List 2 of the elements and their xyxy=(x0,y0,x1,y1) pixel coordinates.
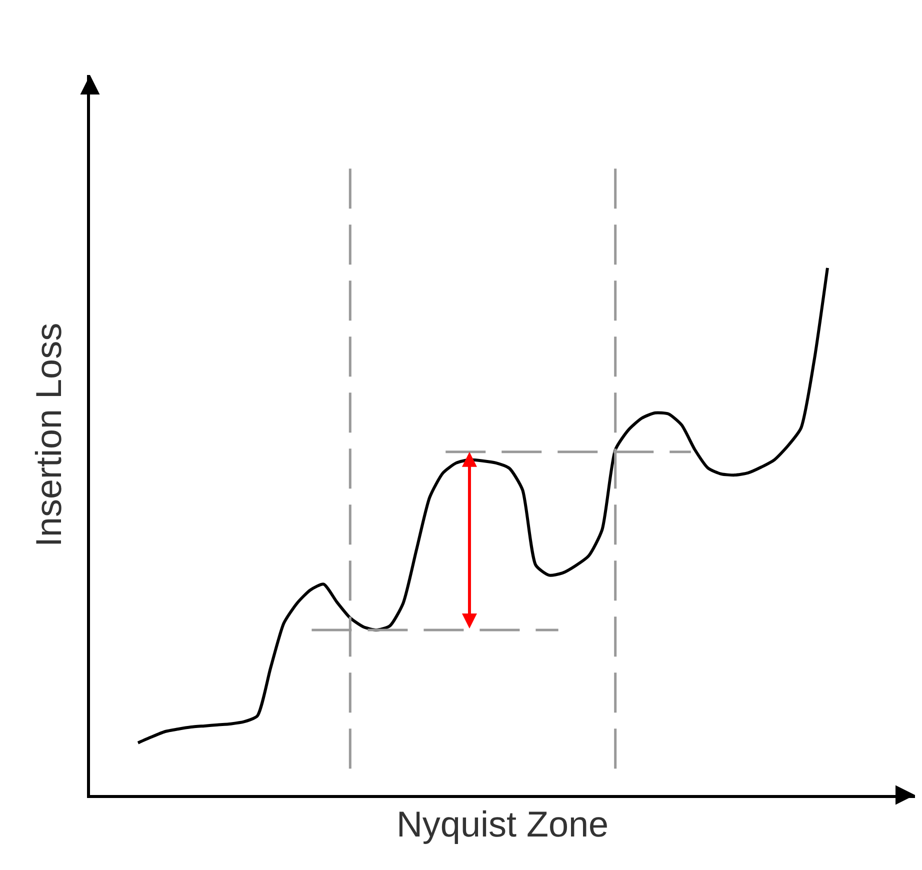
y-axis-title: Insertion Loss xyxy=(28,322,69,548)
x-axis-title: Nyquist Zone xyxy=(396,804,609,845)
